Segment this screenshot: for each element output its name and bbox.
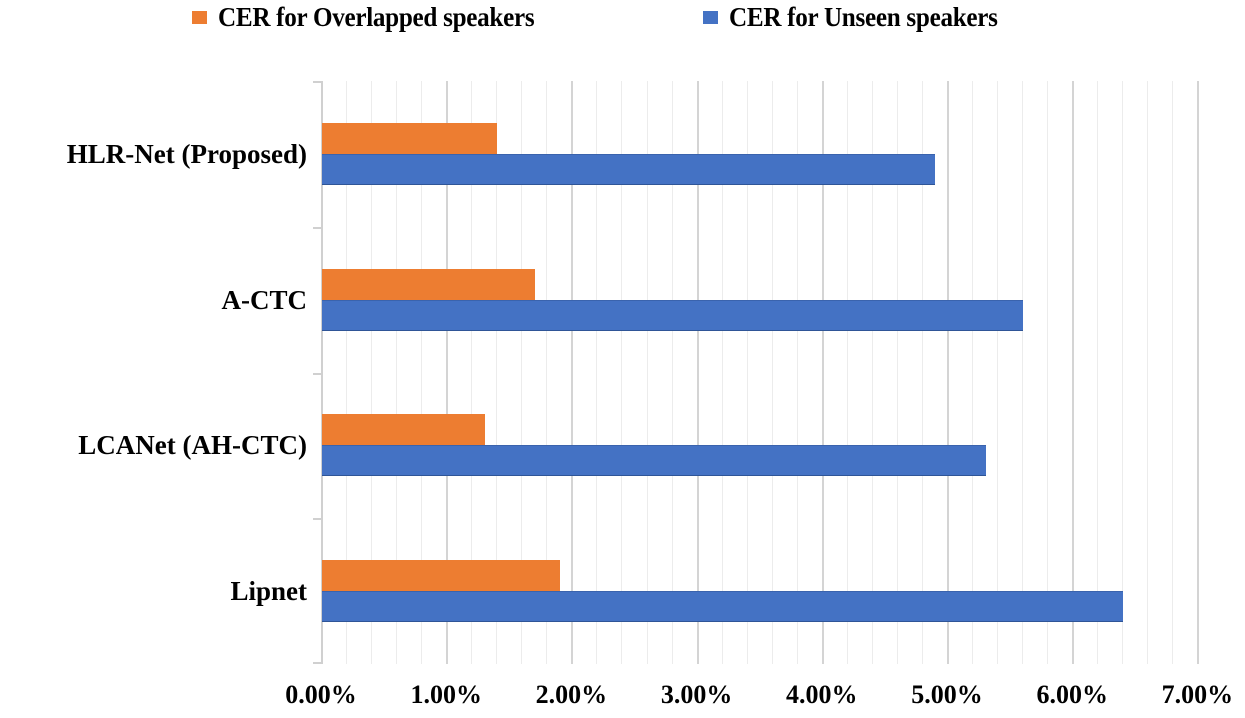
gridline-minor: [846, 81, 848, 664]
gridline-minor: [972, 81, 974, 664]
gridline-minor: [997, 81, 999, 664]
bar-unseen: [322, 153, 936, 185]
gridline-minor: [1022, 81, 1024, 664]
legend-label-overlapped: CER for Overlapped speakers: [218, 1, 535, 32]
bar-unseen: [322, 445, 986, 477]
x-tick-label: 2.00%: [535, 680, 608, 709]
x-tick-label: 5.00%: [911, 680, 983, 709]
legend-item-overlapped: CER for Overlapped speakers: [192, 0, 558, 34]
x-tick-label: 7.00%: [1161, 680, 1234, 709]
gridline-minor: [671, 81, 673, 664]
legend-swatch-blue-icon: [703, 10, 718, 24]
gridline-minor: [596, 81, 598, 664]
gridline-minor: [721, 81, 723, 664]
gridline-major: [571, 81, 574, 664]
gridline-minor: [771, 81, 773, 664]
category-label: Lipnet: [230, 576, 307, 607]
gridline-minor: [621, 81, 623, 664]
gridline-minor: [371, 81, 373, 664]
x-tick-label: 0.00%: [285, 680, 357, 709]
bar-overlapped: [322, 268, 535, 300]
gridline-minor: [1122, 81, 1124, 664]
gridline-minor: [921, 81, 923, 664]
category-tick: [313, 372, 321, 375]
category-tick: [313, 226, 321, 229]
gridline-major: [1072, 81, 1075, 664]
gridline-minor: [421, 81, 423, 664]
gridline-minor: [1047, 81, 1049, 664]
gridline-major: [1197, 81, 1200, 664]
chart-legend: CER for Overlapped speakers CER for Unse…: [0, 0, 1245, 36]
gridline-minor: [521, 81, 523, 664]
category-tick: [313, 518, 321, 521]
category-label: A-CTC: [221, 284, 308, 315]
gridline-minor: [471, 81, 473, 664]
category-label: LCANet (AH-CTC): [78, 430, 307, 461]
bar-overlapped: [322, 560, 560, 592]
gridline-minor: [1097, 81, 1099, 664]
gridline-major: [696, 81, 699, 664]
bar-unseen: [322, 591, 1124, 623]
x-tick-label: 4.00%: [786, 680, 858, 709]
gridline-major: [821, 81, 824, 664]
legend-label-unseen: CER for Unseen speakers: [729, 1, 998, 32]
x-tick-label: 6.00%: [1036, 680, 1108, 709]
gridline-major: [947, 81, 949, 664]
gridline-minor: [396, 81, 398, 664]
x-tick-label: 3.00%: [660, 680, 733, 709]
category-label: HLR-Net (Proposed): [66, 138, 307, 169]
gridline-minor: [896, 81, 898, 664]
x-tick-label: 1.00%: [410, 680, 482, 709]
gridline-minor: [1172, 81, 1174, 664]
gridline-major: [446, 81, 449, 664]
category-tick: [313, 662, 321, 664]
bar-unseen: [322, 299, 1024, 331]
bar-overlapped: [322, 414, 485, 446]
gridline-minor: [746, 81, 748, 664]
plot-area: [313, 81, 1200, 664]
gridline-minor: [496, 81, 498, 664]
gridline-minor: [546, 81, 548, 664]
bar-overlapped: [322, 122, 498, 154]
gridline-minor: [346, 81, 348, 664]
gridline-minor: [871, 81, 873, 664]
gridline-minor: [796, 81, 798, 664]
legend-swatch-orange-icon: [192, 10, 207, 24]
gridline-minor: [1147, 81, 1149, 664]
y-axis-line: [321, 81, 323, 664]
gridline-minor: [646, 81, 648, 664]
legend-item-unseen: CER for Unseen speakers: [703, 0, 1018, 34]
category-tick: [313, 81, 321, 83]
